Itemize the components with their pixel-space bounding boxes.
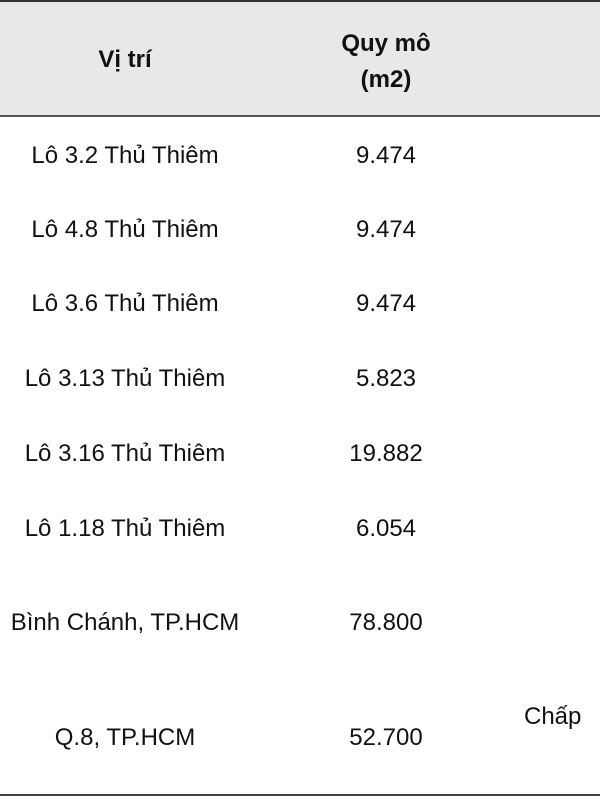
table-cell: Lô 3.13 Thủ Thiêm bbox=[24, 365, 226, 392]
table-cell: Lô 1.18 Thủ Thiêm bbox=[24, 515, 226, 542]
header-row bbox=[0, 0, 600, 117]
table-cell: 78.800 bbox=[349, 609, 423, 636]
table-cell: Q.8, TP.HCM bbox=[54, 724, 196, 751]
table-cell: 9.474 bbox=[355, 290, 417, 317]
table-cell: 6.054 bbox=[355, 515, 417, 542]
header-cell: Quy mô bbox=[341, 30, 431, 57]
table-cell: Lô 4.8 Thủ Thiêm bbox=[31, 216, 219, 243]
header-cell: (m2) bbox=[360, 66, 412, 93]
table-cell: Lô 3.2 Thủ Thiêm bbox=[31, 142, 219, 169]
table-cell: Chấp bbox=[524, 703, 582, 730]
table-cell: Lô 3.6 Thủ Thiêm bbox=[31, 290, 219, 317]
table-cell: 19.882 bbox=[349, 440, 423, 467]
table-cell: Bình Chánh, TP.HCM bbox=[10, 609, 240, 636]
table-cell: 9.474 bbox=[355, 216, 417, 243]
table-cell: 9.474 bbox=[355, 142, 417, 169]
header-cell: Vị trí bbox=[98, 46, 152, 73]
table-border bbox=[0, 794, 600, 796]
table-cell: 5.823 bbox=[355, 365, 417, 392]
table-cell: Lô 3.16 Thủ Thiêm bbox=[24, 440, 226, 467]
table-cell: 52.700 bbox=[349, 724, 423, 751]
